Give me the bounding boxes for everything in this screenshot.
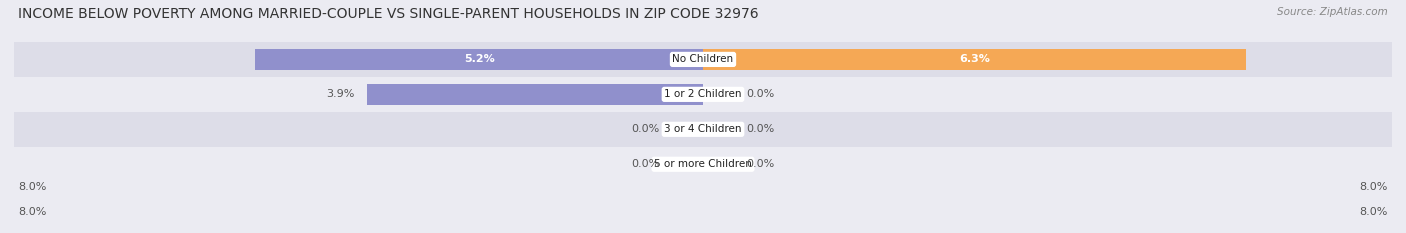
Text: No Children: No Children [672,55,734,64]
Text: 6.3%: 6.3% [959,55,990,64]
Bar [14,77,1392,112]
Text: 3.9%: 3.9% [326,89,354,99]
Text: 0.0%: 0.0% [631,124,659,134]
Bar [14,112,1392,147]
Text: 3 or 4 Children: 3 or 4 Children [664,124,742,134]
Bar [14,147,1392,182]
Legend: Married Couples, Single Parents: Married Couples, Single Parents [582,230,824,233]
Text: Source: ZipAtlas.com: Source: ZipAtlas.com [1277,7,1388,17]
Text: 5.2%: 5.2% [464,55,495,64]
Text: 0.0%: 0.0% [631,159,659,169]
Bar [367,84,703,105]
Bar [703,49,1246,70]
Text: 5 or more Children: 5 or more Children [654,159,752,169]
Text: 0.0%: 0.0% [747,159,775,169]
Text: 0.0%: 0.0% [747,124,775,134]
Bar [256,49,703,70]
Bar [14,42,1392,77]
Text: 8.0%: 8.0% [18,182,46,192]
Text: 8.0%: 8.0% [18,207,46,217]
Text: 8.0%: 8.0% [1360,207,1388,217]
Text: INCOME BELOW POVERTY AMONG MARRIED-COUPLE VS SINGLE-PARENT HOUSEHOLDS IN ZIP COD: INCOME BELOW POVERTY AMONG MARRIED-COUPL… [18,7,759,21]
Text: 0.0%: 0.0% [747,89,775,99]
Text: 1 or 2 Children: 1 or 2 Children [664,89,742,99]
Text: 8.0%: 8.0% [1360,182,1388,192]
